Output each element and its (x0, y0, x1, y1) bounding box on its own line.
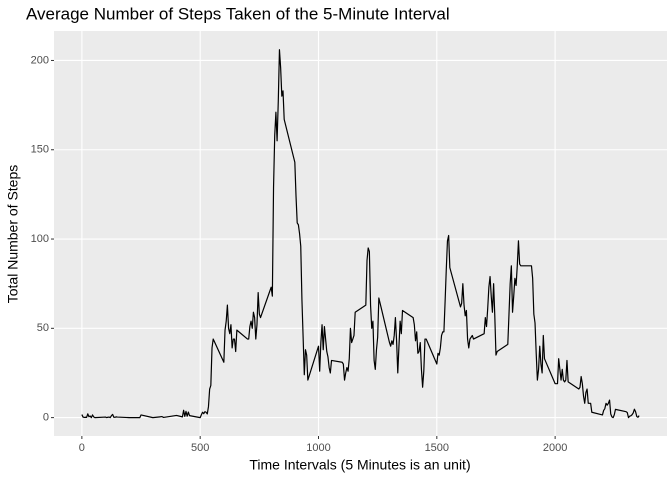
x-tick-label: 0 (79, 442, 85, 454)
x-axis-title: Time Intervals (5 Minutes is an unit) (249, 457, 470, 473)
x-tick-label: 1500 (425, 442, 449, 454)
chart-title: Average Number of Steps Taken of the 5-M… (26, 4, 450, 23)
line (81, 49, 640, 419)
y-axis-title: Total Number of Steps (5, 165, 21, 304)
y-tick-label: 50 (37, 322, 49, 334)
y-tick-label: 0 (43, 412, 49, 424)
y-tick-label: 200 (31, 54, 49, 66)
y-tick-label: 100 (31, 233, 49, 245)
y-tick-label: 150 (31, 144, 49, 156)
x-tick-label: 500 (191, 442, 209, 454)
x-tick-label: 2000 (543, 442, 567, 454)
plot-panel (54, 31, 667, 436)
x-tick-label: 1000 (306, 442, 330, 454)
